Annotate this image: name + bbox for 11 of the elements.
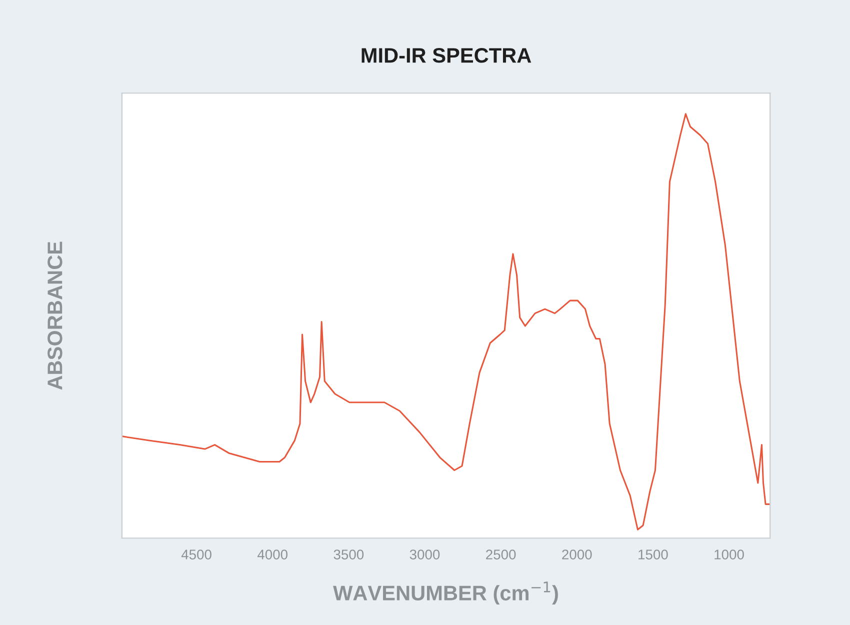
x-tick-label: 1000 — [714, 550, 744, 560]
x-tick-label: 3500 — [334, 550, 364, 560]
y-axis-title: ABSORBANCE — [48, 242, 62, 390]
x-tick-label: 2000 — [562, 550, 592, 560]
x-tick-label: 3000 — [410, 550, 440, 560]
chart-title: MID-IR SPECTRA — [362, 48, 532, 63]
x-tick-label: 1500 — [638, 550, 668, 560]
x-tick-label: 4000 — [257, 550, 288, 560]
x-tick-label: 2500 — [486, 550, 516, 560]
x-axis-title: WAVENUMBER (cm$^{−1}$) — [333, 582, 558, 605]
x-tick-label: 4500 — [181, 550, 212, 560]
